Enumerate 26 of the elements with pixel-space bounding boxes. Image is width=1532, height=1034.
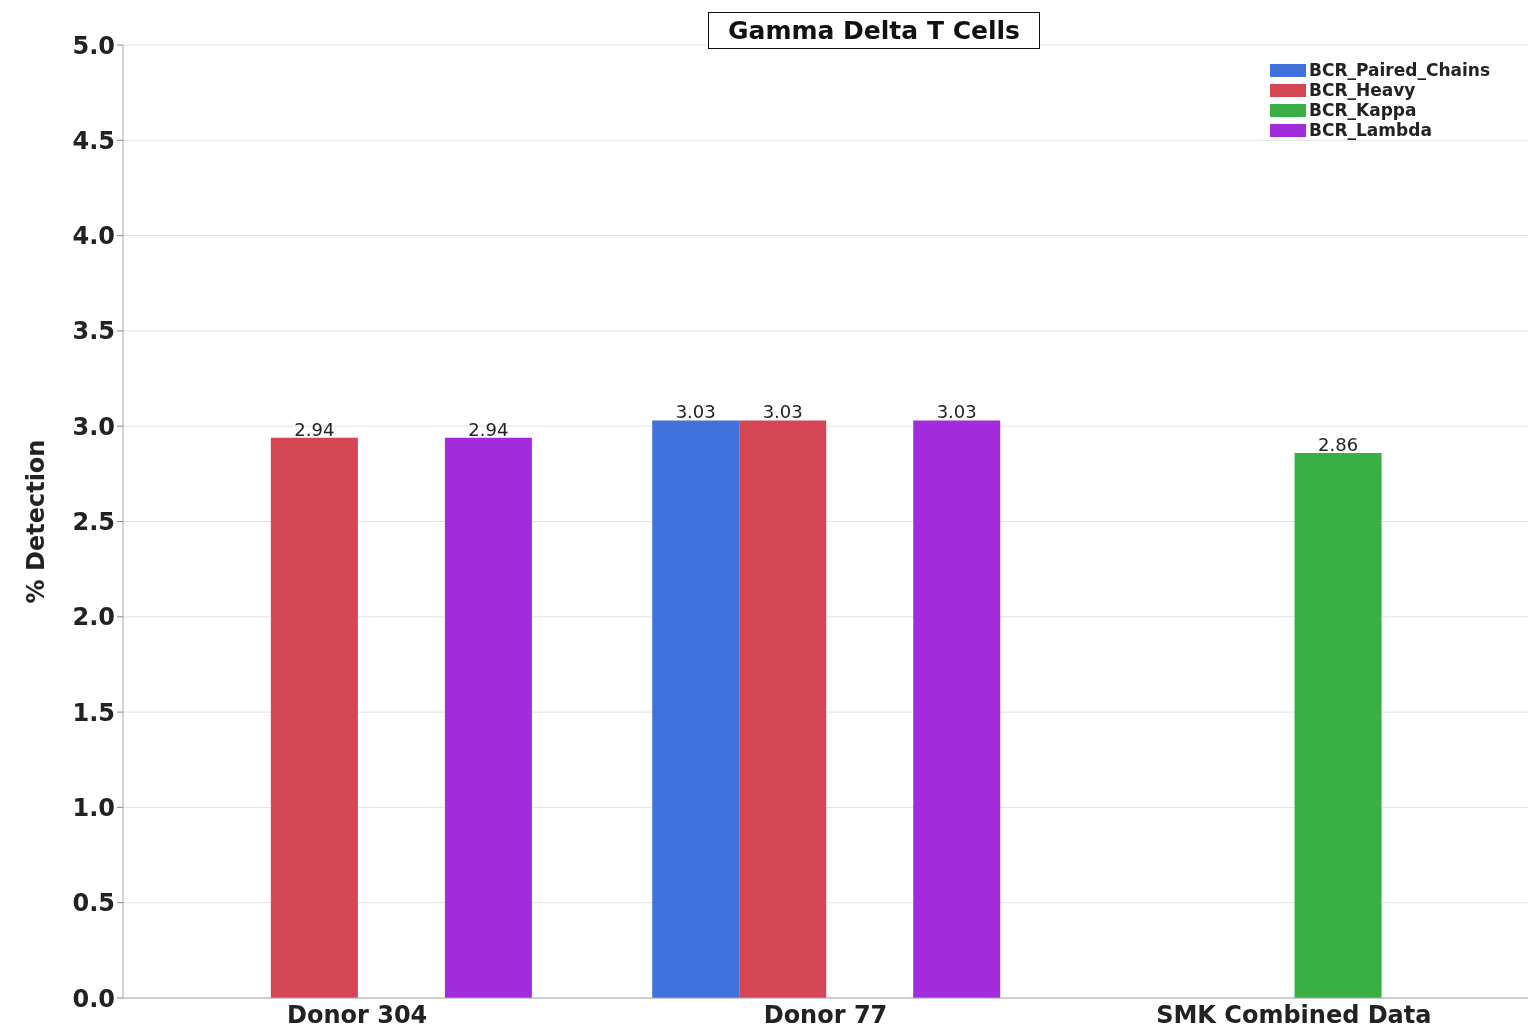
data-label: 3.03 [762, 401, 803, 423]
legend-label: BCR_Lambda [1309, 120, 1432, 140]
data-label: 3.03 [675, 401, 716, 423]
legend-label: BCR_Paired_Chains [1309, 60, 1491, 80]
y-tick-label: 5.0 [72, 31, 115, 60]
y-tick-label: 4.0 [72, 222, 115, 251]
data-label: 3.03 [936, 401, 977, 423]
data-label: 2.86 [1318, 433, 1359, 455]
x-tick-label: SMK Combined Data [1156, 1001, 1432, 1030]
legend-label: BCR_Kappa [1309, 100, 1417, 120]
y-tick-label: 4.5 [72, 126, 115, 155]
x-tick-label: Donor 304 [287, 1001, 428, 1030]
chart-title: Gamma Delta T Cells [708, 12, 1040, 49]
y-tick-label: 1.0 [72, 793, 115, 822]
legend-label: BCR_Heavy [1309, 80, 1416, 100]
y-tick-label: 3.0 [72, 412, 115, 441]
data-label: 2.94 [294, 418, 335, 440]
y-axis-title: % Detection [22, 439, 50, 604]
x-tick-label: Donor 77 [763, 1001, 888, 1030]
data-label: 2.94 [468, 418, 509, 440]
y-tick-label: 2.0 [72, 603, 115, 632]
y-tick-label: 3.5 [72, 317, 115, 346]
y-tick-label: 0.5 [72, 889, 115, 918]
y-tick-label: 1.5 [72, 698, 115, 727]
y-tick-label: 2.5 [72, 508, 115, 537]
y-tick-label: 0.0 [72, 984, 115, 1013]
